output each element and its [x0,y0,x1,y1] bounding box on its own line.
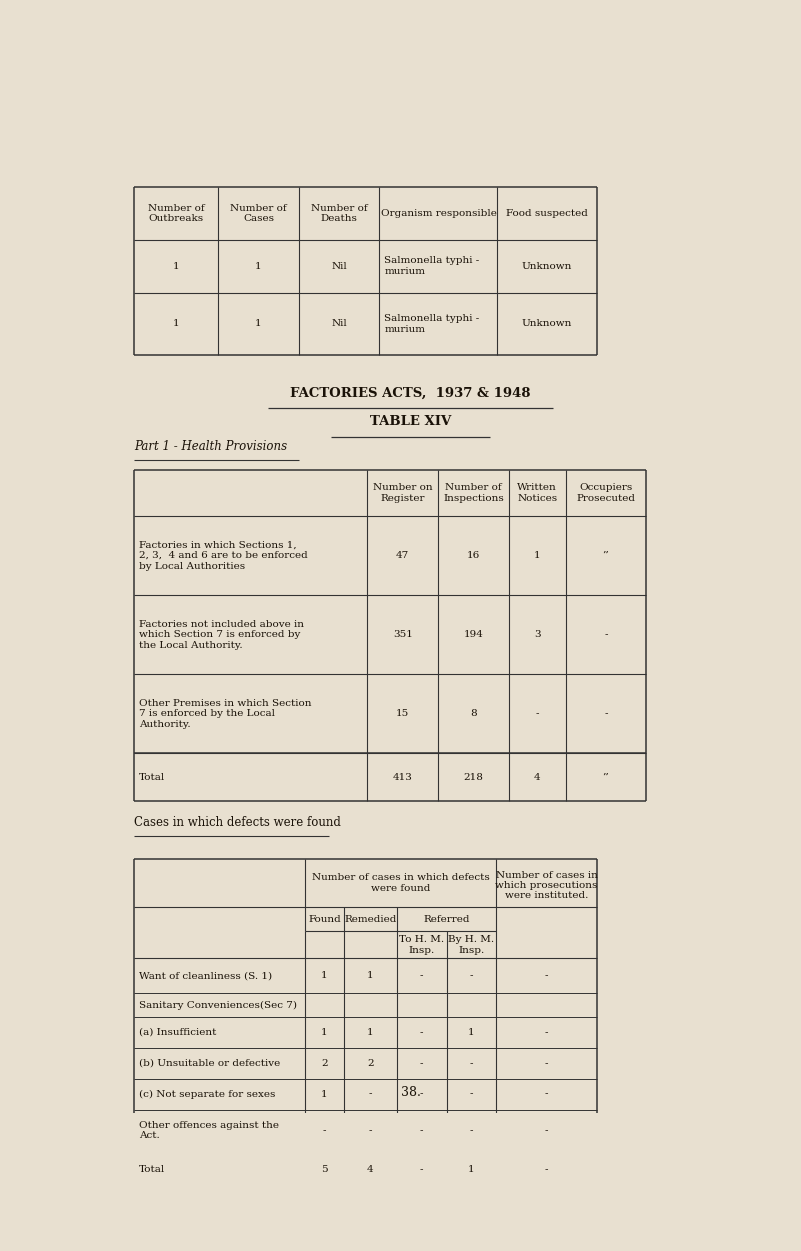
Text: (b) Unsuitable or defective: (b) Unsuitable or defective [139,1058,280,1068]
Text: -: - [545,1165,548,1173]
Text: -: - [323,1126,326,1135]
Text: TABLE XIV: TABLE XIV [370,415,451,428]
Text: 1: 1 [321,1090,328,1098]
Text: Cases in which defects were found: Cases in which defects were found [135,816,341,829]
Text: Other Premises in which Section
7 is enforced by the Local
Authority.: Other Premises in which Section 7 is enf… [139,699,311,728]
Text: Number of cases in
which prosecutions
were instituted.: Number of cases in which prosecutions we… [495,871,598,901]
Text: 47: 47 [396,552,409,560]
Text: Found: Found [308,914,341,923]
Text: Sanitary Conveniences(Sec 7): Sanitary Conveniences(Sec 7) [139,1001,296,1010]
Text: 4: 4 [367,1165,374,1173]
Text: 413: 413 [392,773,413,782]
Text: -: - [545,1028,548,1037]
Text: Total: Total [139,1165,165,1173]
Text: Number of
Deaths: Number of Deaths [311,204,368,223]
Text: Other offences against the
Act.: Other offences against the Act. [139,1121,279,1141]
Text: Remedied: Remedied [344,914,396,923]
Text: 1: 1 [321,1028,328,1037]
Text: 1: 1 [321,971,328,980]
Text: -: - [469,1058,473,1068]
Text: (c) Not separate for sexes: (c) Not separate for sexes [139,1090,275,1098]
Text: FACTORIES ACTS,  1937 & 1948: FACTORIES ACTS, 1937 & 1948 [290,387,531,399]
Text: Number of
Outbreaks: Number of Outbreaks [148,204,204,223]
Text: 1: 1 [533,552,541,560]
Text: By H. M.
Insp.: By H. M. Insp. [449,934,494,955]
Text: 38.: 38. [400,1086,421,1098]
Text: -: - [469,1126,473,1135]
Text: 8: 8 [470,709,477,718]
Text: -: - [420,1090,424,1098]
Text: Unknown: Unknown [522,261,572,270]
Text: -: - [368,1126,372,1135]
Text: -: - [420,1126,424,1135]
Text: -: - [535,709,539,718]
Text: Salmonella typhi -
murium: Salmonella typhi - murium [384,256,480,276]
Text: Number of
Inspections: Number of Inspections [443,483,504,503]
Text: -: - [420,971,424,980]
Text: Salmonella typhi -
murium: Salmonella typhi - murium [384,314,480,334]
Text: -: - [545,1090,548,1098]
Text: -: - [420,1165,424,1173]
Text: -: - [545,1126,548,1135]
Text: (a) Insufficient: (a) Insufficient [139,1028,216,1037]
Text: 1: 1 [468,1165,475,1173]
Text: 1: 1 [173,261,179,270]
Text: -: - [368,1090,372,1098]
Text: Number on
Register: Number on Register [373,483,433,503]
Text: 1: 1 [367,971,374,980]
Text: 1: 1 [255,261,262,270]
Text: Nil: Nil [332,319,347,329]
Text: Written
Notices: Written Notices [517,483,557,503]
Text: Total: Total [139,773,165,782]
Text: Want of cleanliness (S. 1): Want of cleanliness (S. 1) [139,971,272,980]
Text: Occupiers
Prosecuted: Occupiers Prosecuted [577,483,635,503]
Text: ’’: ’’ [602,773,610,782]
Text: Food suspected: Food suspected [506,209,588,218]
Text: Organism responsible: Organism responsible [380,209,497,218]
Text: -: - [604,631,608,639]
Text: 2: 2 [321,1058,328,1068]
Text: -: - [469,971,473,980]
Text: Factories in which Sections 1,
2, 3,  4 and 6 are to be enforced
by Local Author: Factories in which Sections 1, 2, 3, 4 a… [139,540,308,570]
Text: -: - [420,1058,424,1068]
Text: Number of
Cases: Number of Cases [230,204,287,223]
Text: 15: 15 [396,709,409,718]
Text: Part 1 - Health Provisions: Part 1 - Health Provisions [135,440,288,453]
Text: 16: 16 [467,552,480,560]
Text: To H. M.
Insp.: To H. M. Insp. [399,934,445,955]
Text: -: - [604,709,608,718]
Text: 351: 351 [392,631,413,639]
Text: 5: 5 [321,1165,328,1173]
Text: Referred: Referred [423,914,469,923]
Text: -: - [545,971,548,980]
Text: 3: 3 [533,631,541,639]
Text: -: - [469,1090,473,1098]
Text: 2: 2 [367,1058,374,1068]
Text: -: - [545,1058,548,1068]
Text: 1: 1 [468,1028,475,1037]
Text: Nil: Nil [332,261,347,270]
Text: Number of cases in which defects
were found: Number of cases in which defects were fo… [312,873,489,893]
Text: 1: 1 [367,1028,374,1037]
Text: 4: 4 [533,773,541,782]
Text: Factories not included above in
which Section 7 is enforced by
the Local Authori: Factories not included above in which Se… [139,619,304,649]
Text: 194: 194 [464,631,484,639]
Text: 1: 1 [255,319,262,329]
Text: -: - [420,1028,424,1037]
Text: Unknown: Unknown [522,319,572,329]
Text: 218: 218 [464,773,484,782]
Text: 1: 1 [173,319,179,329]
Text: ’’: ’’ [602,552,610,560]
